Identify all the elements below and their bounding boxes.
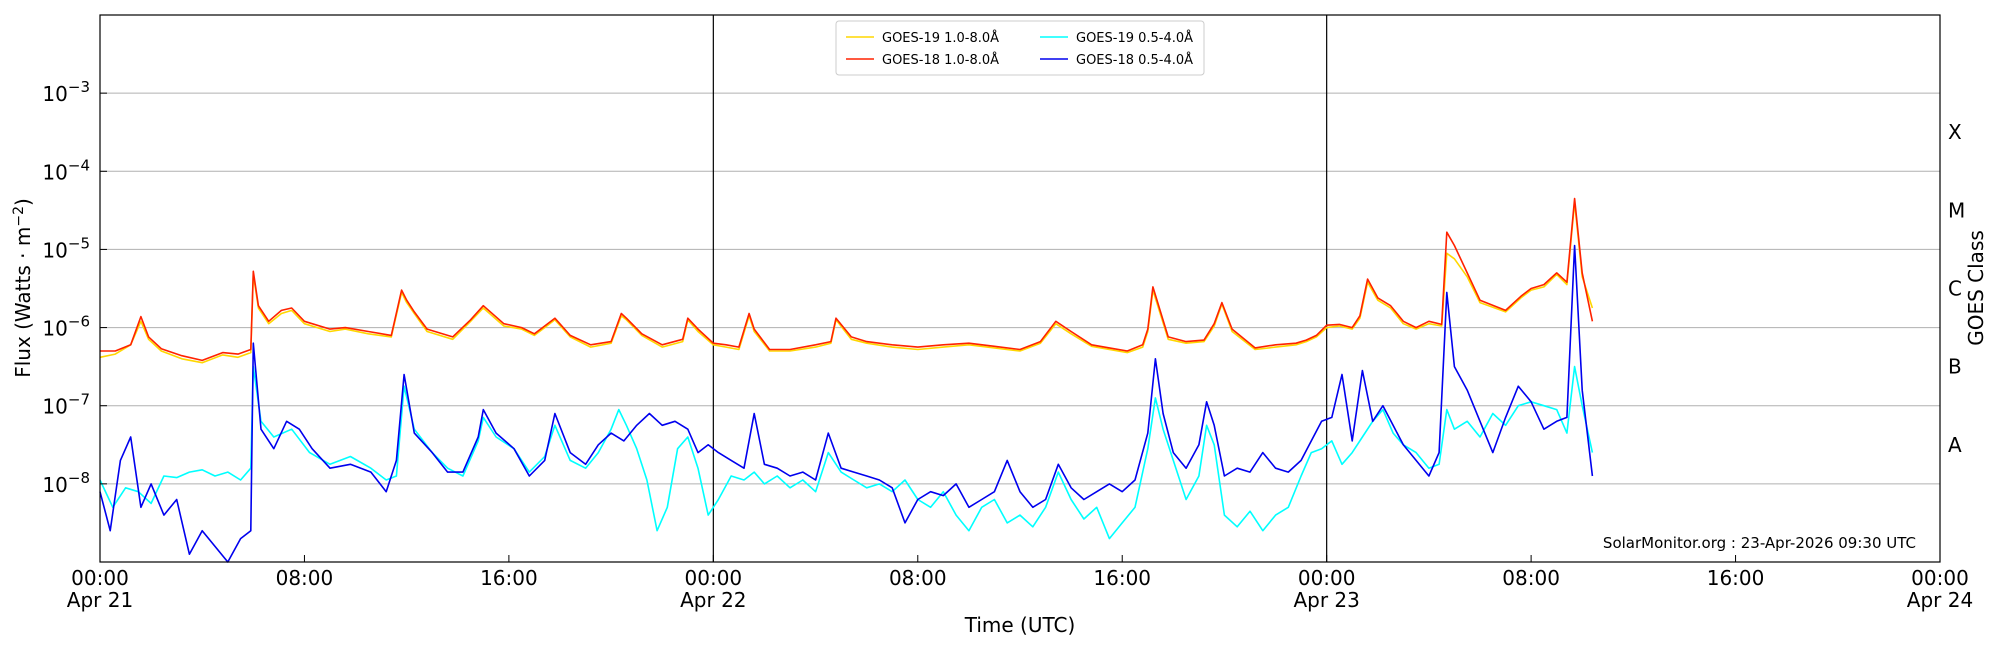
- x-tick-time-0: 00:00: [71, 566, 129, 590]
- legend-label-1: GOES-18 1.0-8.0Å: [882, 52, 999, 68]
- goes-class-axis-label: GOES Class: [1964, 230, 1988, 346]
- series-line-1: [100, 197, 1594, 362]
- goes-class-label-C: C: [1948, 277, 1962, 301]
- legend-label-3: GOES-18 0.5-4.0Å: [1076, 52, 1193, 68]
- y-tick-label-0: 10−8: [42, 469, 90, 497]
- x-tick-time-2: 16:00: [480, 566, 538, 590]
- x-axis-label: Time (UTC): [964, 613, 1076, 637]
- y-tick-label-2: 10−6: [42, 313, 90, 341]
- x-tick-time-1: 08:00: [276, 566, 334, 590]
- y-axis-ticks: 10−8 10−7 10−6 10−5 10−4 10−3: [42, 78, 107, 497]
- series-line-0: [99, 201, 1594, 364]
- y-tick-label-3: 10−5: [42, 234, 90, 262]
- y-axis-label: Flux (Watts · m−2): [11, 198, 35, 378]
- x-tick-time-4: 08:00: [889, 566, 947, 590]
- y-tick-label-4: 10−4: [42, 156, 90, 184]
- x-tick-time-5: 16:00: [1093, 566, 1151, 590]
- legend-label-0: GOES-19 1.0-8.0Å: [882, 30, 999, 46]
- series-line-3: [99, 244, 1594, 563]
- series-line-2: [99, 365, 1594, 540]
- grid-lines: [100, 92, 1940, 485]
- x-tick-date-0: Apr 21: [67, 588, 133, 612]
- x-tick-time-8: 16:00: [1707, 566, 1765, 590]
- legend-label-2: GOES-19 0.5-4.0Å: [1076, 30, 1193, 46]
- legend: GOES-19 1.0-8.0Å GOES-18 1.0-8.0Å GOES-19 …: [835, 20, 1205, 76]
- x-tick-time-3: 00:00: [685, 566, 743, 590]
- goes-class-label-M: M: [1948, 198, 1965, 222]
- x-tick-date-9: Apr 24: [1907, 588, 1973, 612]
- x-tick-time-9: 00:00: [1911, 566, 1969, 590]
- goes-class-label-A: A: [1948, 433, 1962, 457]
- y-tick-label-5: 10−3: [42, 78, 90, 106]
- x-tick-date-3: Apr 22: [680, 588, 746, 612]
- x-tick-time-7: 08:00: [1502, 566, 1560, 590]
- goes-class-label-B: B: [1948, 355, 1962, 379]
- x-tick-date-6: Apr 23: [1293, 588, 1359, 612]
- plot-frame: [99, 14, 1941, 563]
- series-group: [99, 197, 1594, 563]
- goes-class-label-X: X: [1948, 120, 1962, 144]
- goes-class-labels: A B C M X: [1948, 120, 1965, 457]
- legend-box: [835, 20, 1205, 76]
- y-tick-label-1: 10−7: [42, 391, 90, 419]
- source-annotation: SolarMonitor.org : 23-Apr-2026 09:30 UTC: [1603, 534, 1916, 552]
- day-boundary-lines: [712, 15, 1328, 562]
- x-tick-time-6: 00:00: [1298, 566, 1356, 590]
